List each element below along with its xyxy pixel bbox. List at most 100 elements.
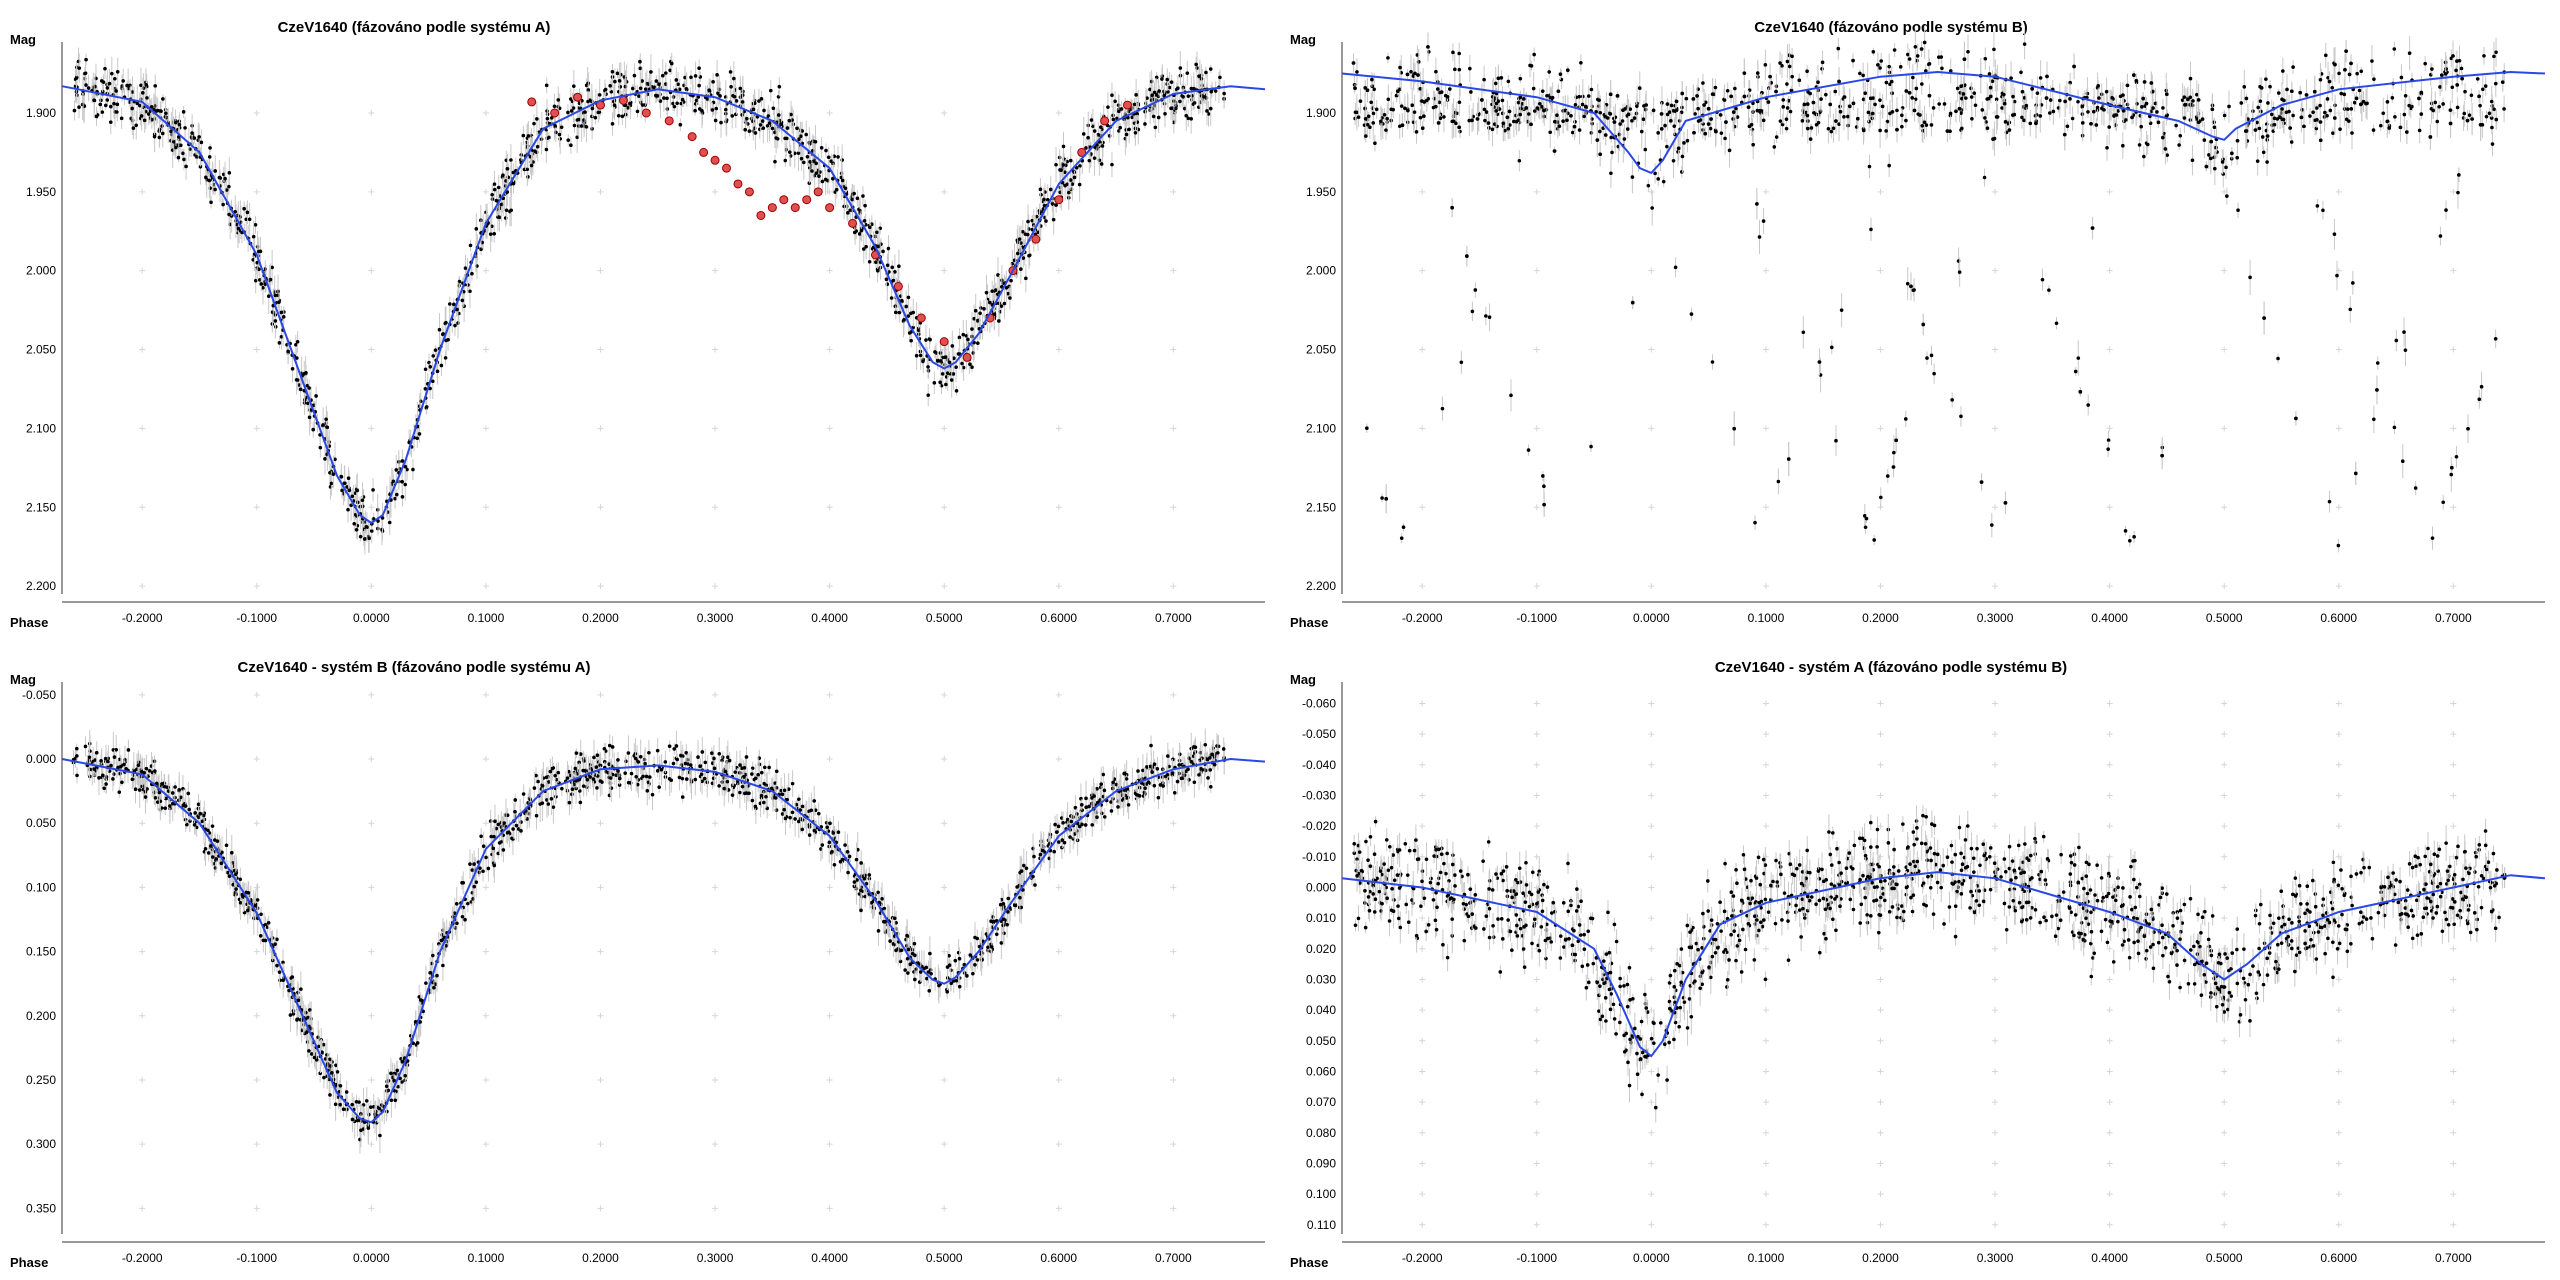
data-point: [1955, 86, 1960, 91]
data-point: [2311, 110, 2315, 115]
data-point: [2378, 123, 2383, 128]
data-point: [1127, 127, 1131, 132]
data-point: [2068, 97, 2072, 101]
data-point: [572, 84, 576, 88]
grid-cross: [826, 504, 833, 511]
data-point: [875, 269, 880, 273]
data-point: [2091, 109, 2096, 114]
data-point: [1067, 190, 1071, 195]
data-point: [2349, 107, 2354, 111]
data-point: [1364, 134, 1368, 138]
data-point: [2314, 126, 2319, 131]
data-point: [729, 84, 733, 89]
data-point: [199, 140, 204, 145]
data-point: [2163, 147, 2168, 151]
data-point: [149, 105, 154, 109]
chart-panel-1: CzeV1640 (fázováno podle systému A) Mag …: [10, 19, 1266, 630]
grid-cross: [1762, 425, 1769, 432]
data-point: [900, 298, 904, 303]
data-point: [997, 319, 1001, 323]
data-point: [2308, 114, 2312, 118]
data-point: [2264, 77, 2268, 81]
data-point: [157, 135, 162, 140]
data-point: [488, 232, 493, 236]
data-point: [2076, 356, 2081, 360]
data-point: [331, 472, 336, 476]
data-point: [529, 163, 534, 168]
data-point: [2268, 84, 2272, 89]
data-point: [1355, 70, 1359, 74]
data-point: [620, 114, 625, 119]
data-point: [1134, 93, 1138, 97]
data-point: [224, 188, 229, 192]
data-point: [2502, 107, 2506, 111]
data-point: [906, 314, 911, 318]
data-point: [270, 265, 274, 270]
data-point: [1969, 95, 1974, 99]
data-point: [846, 211, 850, 215]
data-point: [1182, 106, 1187, 111]
grid-cross: [1992, 425, 1999, 432]
data-point: [2178, 133, 2183, 138]
data-point: [273, 319, 278, 323]
chart-title: CzeV1640 (fázováno podle systému B): [1754, 19, 2027, 36]
data-point: [2259, 109, 2263, 114]
data-point: [2105, 145, 2109, 150]
data-point: [1434, 104, 1438, 109]
data-point: [2190, 158, 2195, 163]
data-point: [902, 317, 906, 322]
data-point: [1059, 168, 1063, 172]
data-point: [354, 527, 359, 532]
data-point: [2481, 87, 2485, 92]
data-point: [771, 106, 776, 111]
x-tick-label: 0.5000: [926, 611, 963, 625]
data-point: [435, 369, 440, 374]
grid-cross: [2450, 504, 2457, 511]
data-point: [1751, 142, 1755, 147]
data-point: [571, 106, 576, 110]
highlight-point: [1031, 234, 1041, 244]
data-point: [1412, 110, 1417, 114]
grid-cross: [941, 109, 948, 116]
data-point: [938, 380, 942, 385]
grid-cross: [139, 267, 146, 274]
data-point: [98, 102, 103, 107]
data-point: [1542, 484, 1546, 489]
data-point: [457, 279, 462, 284]
data-point: [1969, 86, 1973, 91]
grid-cross: [1648, 583, 1655, 590]
data-point: [1879, 59, 1884, 63]
data-point: [492, 231, 497, 236]
data-point: [2318, 77, 2323, 82]
grid-cross: [1992, 583, 1999, 590]
data-point: [1197, 74, 1201, 79]
data-point: [1068, 158, 1073, 163]
data-point: [455, 307, 459, 312]
data-point: [1839, 308, 1844, 312]
data-point: [759, 97, 764, 101]
data-point: [474, 227, 479, 231]
data-point: [423, 387, 428, 391]
data-point: [430, 379, 435, 384]
data-point: [1650, 206, 1654, 210]
data-point: [823, 177, 828, 182]
data-point: [281, 315, 286, 319]
data-point: [2419, 90, 2424, 95]
data-point: [535, 117, 539, 121]
highlight-point: [618, 95, 628, 105]
data-point: [1722, 98, 1727, 102]
data-point: [184, 164, 188, 169]
data-point: [1451, 50, 1455, 55]
data-point: [2285, 87, 2289, 92]
data-point: [2225, 194, 2229, 198]
data-point: [294, 342, 298, 347]
data-point: [266, 294, 271, 298]
data-point: [1669, 103, 1674, 108]
data-point: [1540, 89, 1545, 93]
data-point: [978, 311, 982, 316]
data-point: [1506, 79, 1511, 84]
data-point: [732, 94, 737, 99]
grid-cross: [1648, 346, 1655, 353]
data-point: [2437, 104, 2441, 109]
data-point: [1809, 126, 1814, 130]
